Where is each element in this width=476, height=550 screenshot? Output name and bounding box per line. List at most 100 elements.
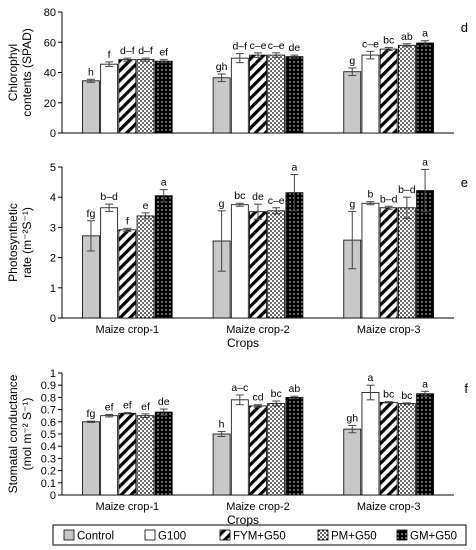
y-tick-label: 0 [50,490,56,502]
legend-label: FYM+G50 [233,531,286,543]
bar-control [212,433,231,496]
y-tick-label: 0 [50,313,56,325]
significance-letter: ab [289,383,301,395]
significance-letter: fg [87,208,96,220]
legend-box [52,524,467,546]
y-tick-label: 0.5 [41,429,56,441]
bar-g100 [100,415,119,496]
legend-label: G100 [158,531,186,543]
category-label: Maize crop-2 [226,501,290,513]
legend-swatch [317,529,329,541]
bar-gm-g50 [154,60,173,134]
significance-letter: cd [252,392,263,404]
significance-letter: c–e [362,38,379,50]
significance-letter: d–f [120,45,135,57]
significance-letter: a [422,378,428,390]
bar-pm-g50 [136,215,155,319]
y-axis-label-line: Photosynthetic [6,203,20,282]
y-tick-label: 0.6 [41,417,56,429]
bar-fym-g50 [379,207,398,319]
bar-fym-g50 [249,211,267,319]
legend-swatch [219,529,231,541]
significance-letter: ef [123,400,132,412]
bar-fym-g50 [379,401,398,496]
y-tick-label: 0.4 [41,441,56,453]
significance-letter: d–f [232,41,247,53]
significance-letter: c–e [250,40,267,52]
bar-gm-g50 [285,396,304,496]
significance-letter: e [143,200,149,212]
significance-letter: gh [346,412,358,424]
y-tick-label: 20 [44,98,56,110]
bar-control [343,71,362,134]
y-tick-label: 80 [44,7,56,19]
bar-g100 [230,204,249,319]
bar-g100 [100,207,119,319]
bar-gm-g50 [154,411,173,496]
y-axis-label-line: Chlorophyl [6,44,20,101]
y-tick-label: 0.3 [41,453,56,465]
significance-letter: g [349,198,355,210]
y-axis-label: Chlorophylcontents (SPAD) [6,28,34,116]
bar-pm-g50 [397,207,416,319]
y-axis-label: Stomatal conductance(mol m⁻² S⁻¹) [6,374,34,493]
bar-control [82,421,100,496]
significance-letter: gh [216,61,228,73]
significance-letter: b–d [100,191,118,203]
bar-pm-g50 [267,210,286,319]
category-label: Maize crop-1 [96,501,160,513]
x-axis-label: Crops [227,513,259,527]
significance-letter: ef [105,401,114,413]
category-label: Maize crop-2 [226,324,290,336]
category-label: Maize crop-3 [357,324,421,336]
bar-pm-g50 [397,403,416,496]
bar-g100 [230,57,249,134]
y-tick-label: 40 [44,68,56,80]
legend: Control G100 FYM+G50 PM+G50 GM+G50 [52,524,467,546]
panel-letter: e [461,175,468,190]
bar-fym-g50 [249,54,267,134]
significance-letter: b–d [398,184,416,196]
bar-fym-g50 [379,48,398,134]
y-tick-label: 0.2 [41,466,56,478]
y-axis-label-line: rate (m⁻²S⁻¹) [20,207,34,278]
chart-panel-f: 00.10.20.30.40.50.60.70.80.91 Stomatal co… [6,368,468,527]
y-tick-label: 2 [50,253,56,265]
y-tick-label: 60 [44,37,56,49]
significance-letter: de [289,42,301,54]
bar-g100 [100,63,119,134]
bar-g100 [361,392,380,496]
significance-letter: g [349,55,355,67]
significance-letter: ef [141,401,150,413]
significance-letter: bc [271,388,282,400]
y-axis-label: Photosyntheticrate (m⁻²S⁻¹) [6,203,34,282]
significance-letter: a [291,162,297,174]
bar-gm-g50 [285,56,304,134]
bar-g100 [361,202,380,319]
y-tick-label: 0.7 [41,405,56,417]
bar-pm-g50 [397,44,416,134]
y-tick-label: 5 [50,162,56,174]
legend-swatch [396,529,408,541]
category-label: Maize crop-3 [357,501,421,513]
significance-letter: bc [383,35,394,47]
significance-letter: a [422,28,428,40]
y-tick-label: 1 [50,368,56,380]
bar-fym-g50 [118,59,137,134]
significance-letter: h [88,66,94,78]
y-tick-label: 0.9 [41,380,56,392]
y-axis-label-line: Stomatal conductance [6,374,20,493]
significance-letter: de [158,396,170,408]
bar-control [82,80,100,134]
bar-gm-g50 [154,195,173,319]
legend-label: GM+G50 [410,531,457,543]
significance-letter: a [161,177,167,189]
bar-pm-g50 [136,59,155,134]
y-axis-label-line: (mol m⁻² S⁻¹) [20,398,34,471]
significance-letter: bc [383,389,394,401]
bar-control [343,428,362,496]
significance-letter: bc [234,190,245,202]
